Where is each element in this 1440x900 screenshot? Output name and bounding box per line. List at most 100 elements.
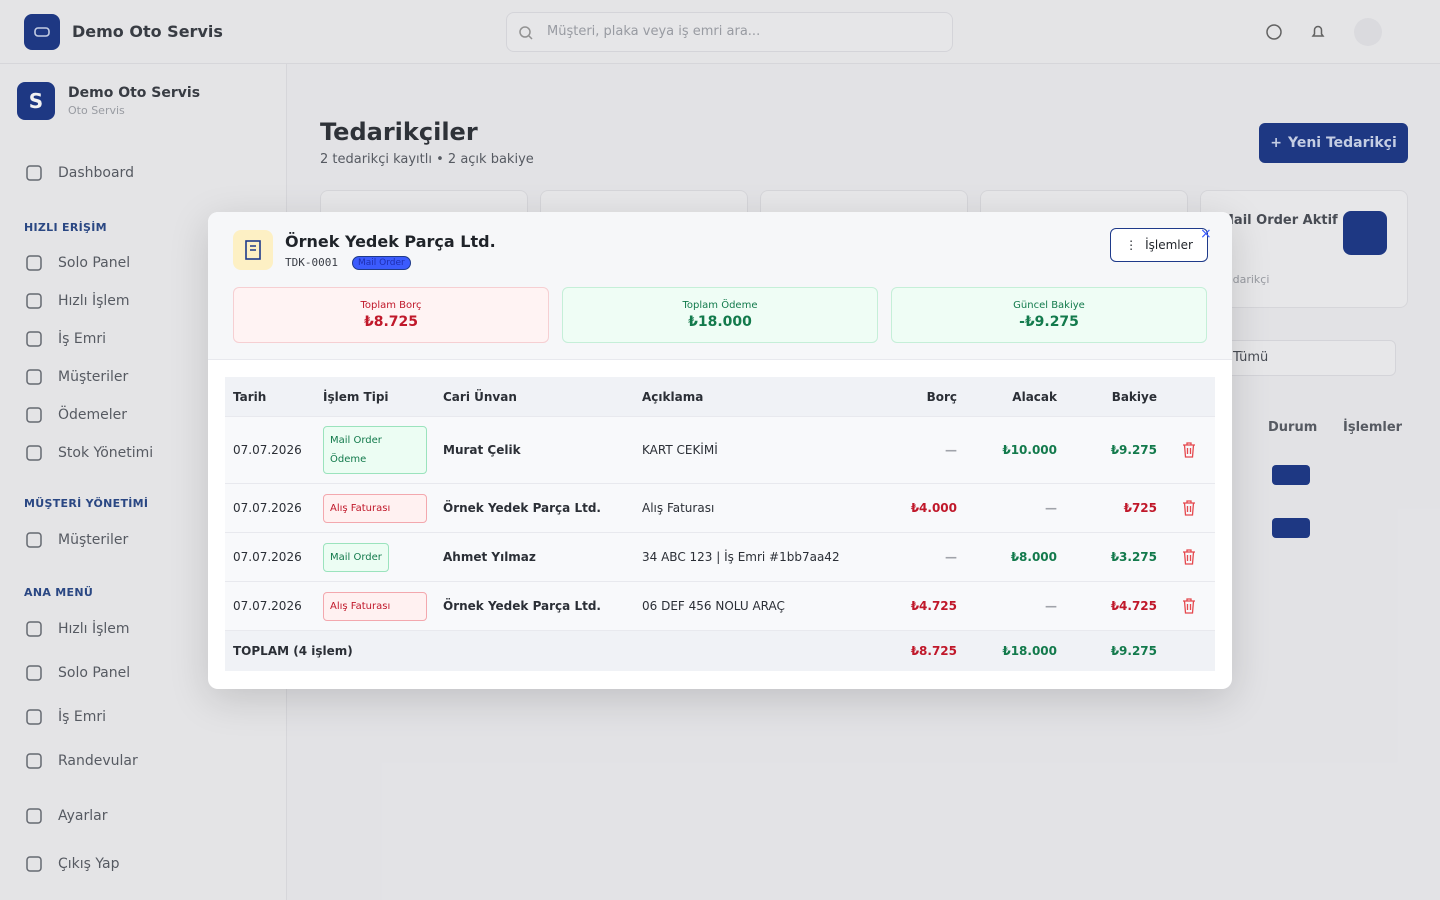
- balance: ₺3.275: [1110, 550, 1157, 564]
- summary-value: ₺18.000: [688, 314, 752, 330]
- close-button[interactable]: ×: [1200, 226, 1212, 242]
- supplier-icon: [233, 230, 273, 270]
- supplier-badge: Mail Order: [352, 256, 411, 270]
- nav-item[interactable]: Hızlı İşlem: [24, 617, 130, 641]
- column-header: İşlem Tipi: [323, 389, 389, 404]
- nav-label: Hızlı İşlem: [58, 621, 130, 637]
- description: 06 DEF 456 NOLU ARAÇ: [642, 599, 785, 613]
- debit: —: [945, 550, 957, 564]
- topbar: Demo Oto Servis Müşteri, plaka veya iş e…: [0, 0, 1440, 64]
- nav-label: Çıkış Yap: [58, 856, 120, 872]
- summary-label: Toplam Borç: [360, 300, 422, 311]
- col-status: Durum: [1268, 420, 1318, 435]
- transactions-table: Tarih İşlem Tipi Cari Ünvan Açıklama Borç Ala…: [225, 377, 1215, 671]
- nav-item[interactable]: Randevular: [24, 749, 138, 773]
- nav-icon: [26, 293, 42, 309]
- nav-icon: [26, 532, 42, 548]
- card-icon: [1343, 211, 1387, 255]
- nav-item[interactable]: Hızlı İşlem: [24, 289, 130, 313]
- delete-button[interactable]: [1182, 417, 1198, 483]
- party: Murat Çelik: [443, 443, 521, 457]
- nav-item[interactable]: Solo Panel: [24, 251, 130, 275]
- column-header: Borç: [926, 389, 957, 404]
- debit: ₺4.725: [910, 599, 957, 613]
- type-cell: Alış Faturası: [323, 582, 433, 630]
- balance: ₺725: [1123, 501, 1157, 515]
- bell-icon[interactable]: [1309, 23, 1327, 41]
- modal: Örnek Yedek Parça Ltd. TDK-0001 Mail Ord…: [208, 212, 1232, 689]
- nav-item[interactable]: Dashboard: [24, 161, 134, 185]
- nav-icon: [26, 445, 42, 461]
- type-badge: Mail Order Ödeme: [323, 426, 427, 474]
- description: KART CEKİMİ: [642, 443, 718, 457]
- nav-item[interactable]: Müşteriler: [24, 528, 128, 552]
- page-subtitle: 2 tedarikçi kayıtlı • 2 açık bakiye: [320, 152, 534, 167]
- column-header: Tarih: [233, 389, 267, 404]
- nav-item[interactable]: Müşteriler: [24, 365, 128, 389]
- delete-button[interactable]: [1182, 582, 1198, 630]
- delete-button[interactable]: [1182, 484, 1198, 532]
- credit: —: [1045, 501, 1057, 515]
- button-label: Yeni Tedarikçi: [1287, 135, 1397, 151]
- column-header: Bakiye: [1111, 389, 1157, 404]
- brand: Demo Oto Servis: [72, 22, 223, 41]
- nav-item[interactable]: Stok Yönetimi: [24, 441, 153, 465]
- nav-label: Dashboard: [58, 165, 134, 181]
- date: 07.07.2026: [233, 443, 302, 457]
- description: 34 ABC 123 | İş Emri #1bb7aa42: [642, 550, 840, 564]
- nav-item[interactable]: Ayarlar: [24, 804, 107, 828]
- new-supplier-button[interactable]: + Yeni Tedarikçi: [1259, 123, 1408, 163]
- help-icon[interactable]: [1265, 23, 1283, 41]
- card-title: Mail Order Aktif: [1221, 213, 1338, 228]
- balance: ₺9.275: [1110, 443, 1157, 457]
- table-row: 07.07.2026 Mail Order Ahmet Yılmaz 34 ABC 1…: [225, 533, 1215, 582]
- summary-label: Güncel Bakiye: [1013, 300, 1085, 311]
- nav-item[interactable]: İş Emri: [24, 327, 106, 351]
- type-cell: Mail Order Ödeme: [323, 417, 433, 483]
- nav-icon: [26, 255, 42, 271]
- nav-item[interactable]: Solo Panel: [24, 661, 130, 685]
- card-sub: Tedarikçi: [1221, 273, 1270, 286]
- nav-icon: [26, 808, 42, 824]
- avatar[interactable]: [1354, 18, 1382, 46]
- nav-label: Stok Yönetimi: [58, 445, 154, 461]
- nav-label: İş Emri: [58, 709, 107, 725]
- debit: —: [945, 443, 957, 457]
- type-cell: Alış Faturası: [323, 484, 433, 532]
- nav-icon: [26, 665, 42, 681]
- page-title: Tedarikçiler: [320, 118, 478, 146]
- brand-logo: [24, 14, 60, 50]
- nav-item[interactable]: Ödemeler: [24, 403, 127, 427]
- supplier-code: TDK-0001: [285, 256, 338, 269]
- total-credit: ₺18.000: [1002, 644, 1057, 658]
- table-total: TOPLAM (4 işlem) ₺8.725 ₺18.000 ₺9.275: [225, 631, 1215, 671]
- table-row: 07.07.2026 Alış Faturası Örnek Yedek Parça…: [225, 582, 1215, 631]
- party: Ahmet Yılmaz: [443, 550, 536, 564]
- nav-label: Müşteriler: [58, 369, 129, 385]
- nav-item[interactable]: Çıkış Yap: [24, 852, 120, 876]
- search[interactable]: Müşteri, plaka veya iş emri ara...: [506, 12, 953, 52]
- table-row: 07.07.2026 Mail Order Ödeme Murat Çelik KAR…: [225, 417, 1215, 484]
- table-row: 07.07.2026 Alış Faturası Örnek Yedek Parça…: [225, 484, 1215, 533]
- debit: ₺4.000: [910, 501, 957, 515]
- nav-label: Solo Panel: [58, 255, 131, 271]
- status-pill: [1272, 465, 1310, 485]
- description: Alış Faturası: [642, 501, 715, 515]
- nav-icon: [26, 709, 42, 725]
- org-name: Demo Oto Servis: [68, 85, 201, 101]
- summary-value: -₺9.275: [1019, 314, 1079, 330]
- summary-card: Toplam Ödeme ₺18.000: [562, 287, 878, 343]
- date: 07.07.2026: [233, 550, 302, 564]
- date: 07.07.2026: [233, 501, 302, 515]
- nav-icon: [26, 856, 42, 872]
- nav-label: Randevular: [58, 753, 138, 769]
- actions-button[interactable]: ⋮ İşlemler: [1110, 228, 1208, 262]
- nav-section: MÜŞTERİ YÖNETİMİ: [24, 497, 149, 510]
- summary-label: Toplam Ödeme: [682, 300, 758, 311]
- total-label: TOPLAM (4 işlem): [233, 644, 353, 658]
- delete-button[interactable]: [1182, 533, 1198, 581]
- nav-item[interactable]: İş Emri: [24, 705, 106, 729]
- modal-title: Örnek Yedek Parça Ltd.: [285, 232, 496, 251]
